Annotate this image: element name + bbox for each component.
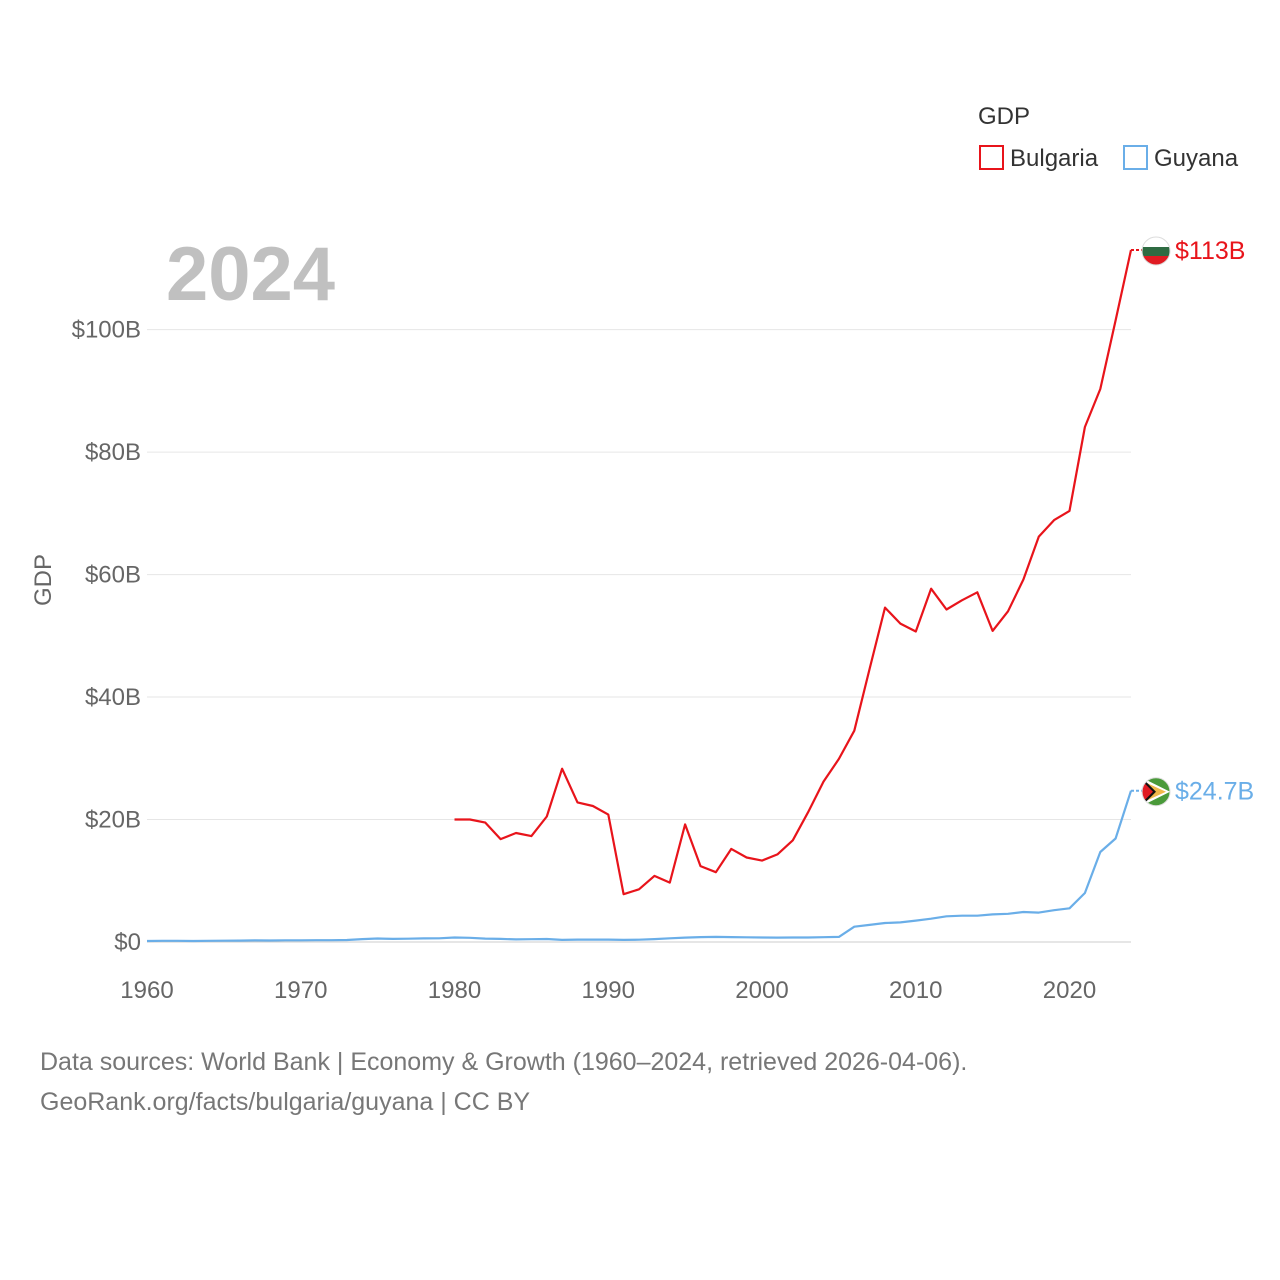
y-axis-ticks: $0 $20B $40B $60B $80B $100B: [72, 317, 141, 956]
footer-attribution[interactable]: GeoRank.org/facts/bulgaria/guyana | CC B…: [40, 1088, 531, 1116]
y-tick-label: $0: [114, 929, 141, 956]
y-tick-label: $20B: [85, 807, 141, 834]
legend-label-bulgaria: Bulgaria: [1010, 145, 1099, 172]
x-tick-label: 1970: [274, 977, 327, 1004]
y-tick-label: $60B: [85, 562, 141, 589]
data-source-footer: Data sources: World Bank | Economy & Gro…: [40, 1042, 1240, 1122]
x-tick-label: 1990: [582, 977, 635, 1004]
y-tick-label: $100B: [72, 317, 141, 344]
gridlines: [147, 329, 1131, 943]
x-tick-label: 1980: [428, 977, 481, 1004]
end-value-label-bulgaria: $113B: [1175, 237, 1245, 265]
series-line-bulgaria: [454, 249, 1133, 896]
y-tick-label: $40B: [85, 684, 141, 711]
legend-label-guyana: Guyana: [1154, 145, 1239, 172]
x-tick-label: 2020: [1043, 977, 1096, 1004]
legend-title: GDP: [978, 103, 1030, 130]
footer-sources: Data sources: World Bank | Economy & Gro…: [40, 1048, 968, 1076]
guyana-flag-icon: [1141, 777, 1171, 807]
x-tick-label: 2010: [889, 977, 942, 1004]
end-value-label-guyana: $24.7B: [1175, 778, 1254, 806]
legend-swatch-bulgaria: [979, 145, 1004, 170]
gdp-line-chart: 2024 GDP $0 $20B $40B $60B $80B $100B 1960 197…: [30, 103, 1254, 1004]
legend[interactable]: GDP Bulgaria Guyana: [978, 103, 1239, 172]
legend-swatch-guyana: [1123, 145, 1148, 170]
legend-item-guyana[interactable]: Guyana: [1123, 145, 1239, 172]
year-label: 2024: [166, 232, 335, 317]
y-tick-label: $80B: [85, 439, 141, 466]
bulgaria-flag-icon: [1141, 236, 1171, 266]
x-tick-label: 2000: [735, 977, 788, 1004]
x-axis-ticks: 1960 1970 1980 1990 2000 2010 2020: [120, 977, 1096, 1004]
legend-item-bulgaria[interactable]: Bulgaria: [979, 145, 1099, 172]
x-tick-label: 1960: [120, 977, 173, 1004]
series-lines: [146, 249, 1133, 943]
y-axis-title: GDP: [30, 554, 57, 606]
series-end-markers: $113B $24.7B: [1131, 236, 1254, 807]
series-line-guyana: [146, 790, 1133, 943]
